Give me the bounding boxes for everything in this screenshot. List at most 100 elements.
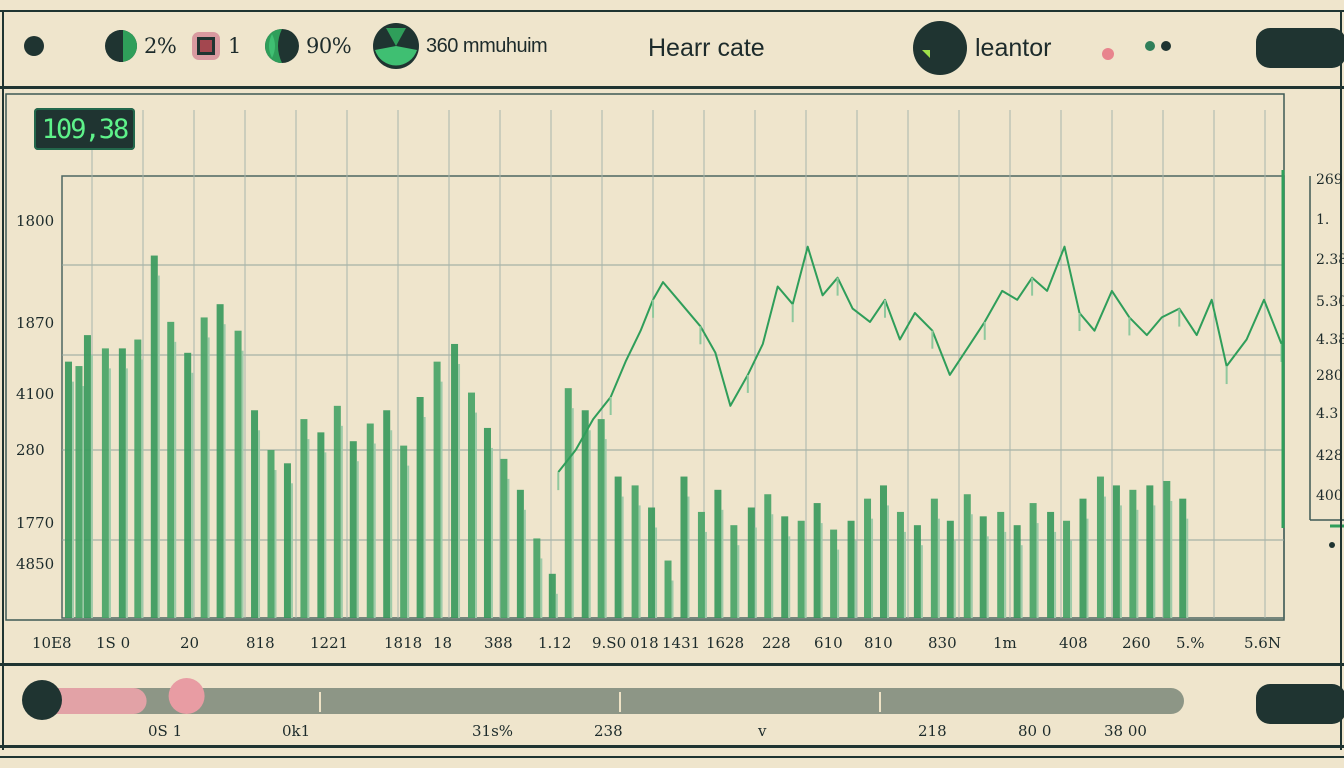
bar-62 bbox=[1079, 498, 1087, 618]
scrubber-track bbox=[44, 688, 1184, 714]
bar-shade-1 bbox=[82, 386, 85, 618]
bar-shade-64 bbox=[1119, 505, 1122, 618]
bar-50 bbox=[879, 485, 887, 618]
bar-shade-13 bbox=[274, 470, 277, 618]
y-tick-right-4: 4.38 bbox=[1316, 332, 1344, 348]
bar-shade-0 bbox=[71, 381, 74, 618]
bar-shade-39 bbox=[704, 531, 707, 618]
bar-19 bbox=[366, 423, 374, 618]
bar-shade-4 bbox=[125, 368, 128, 618]
bar-shade-53 bbox=[937, 518, 940, 618]
bar-21 bbox=[400, 445, 408, 618]
bar-4 bbox=[118, 348, 126, 618]
bar-43 bbox=[764, 494, 772, 618]
y-tick-left-2: 4100 bbox=[16, 385, 55, 403]
x-tick-9: 9.S0 bbox=[592, 634, 627, 652]
monitor-knob-icon[interactable] bbox=[912, 20, 970, 76]
bar-7 bbox=[167, 321, 175, 618]
record-dot-icon bbox=[24, 36, 44, 56]
bar-shade-67 bbox=[1170, 500, 1173, 618]
x-tick-11: 1431 bbox=[662, 634, 701, 652]
heart-rate-line bbox=[557, 245, 1283, 473]
bar-shade-18 bbox=[356, 461, 359, 618]
header-divider bbox=[0, 86, 1344, 89]
status-dot[interactable] bbox=[22, 26, 46, 66]
bar-49 bbox=[864, 498, 872, 618]
bar-shade-23 bbox=[440, 381, 443, 618]
scrubber-label-2: 31s% bbox=[472, 722, 514, 740]
bar-shade-42 bbox=[754, 527, 757, 618]
bar-33 bbox=[597, 419, 605, 618]
y-tick-right-5: 280 bbox=[1316, 368, 1343, 384]
bar-28 bbox=[516, 489, 524, 618]
bar-6 bbox=[150, 255, 158, 618]
bar-shade-66 bbox=[1153, 505, 1156, 618]
x-tick-6: 18 bbox=[433, 634, 453, 652]
menu-button[interactable] bbox=[1256, 28, 1344, 68]
x-tick-13: 228 bbox=[762, 634, 791, 652]
bar-shade-60 bbox=[1054, 531, 1057, 618]
x-tick-7: 388 bbox=[484, 634, 513, 652]
bar-shade-7 bbox=[174, 341, 177, 618]
bar-65 bbox=[1129, 489, 1137, 618]
x-tick-21: 5.6N bbox=[1244, 634, 1281, 652]
bar-shade-58 bbox=[1020, 545, 1023, 618]
indicator-3[interactable]: 90% bbox=[264, 26, 352, 66]
scrubber-handle[interactable] bbox=[168, 678, 205, 714]
bar-shade-41 bbox=[737, 545, 740, 618]
bar-shade-36 bbox=[655, 527, 658, 618]
bar-shade-34 bbox=[621, 496, 624, 618]
bar-shade-8 bbox=[191, 372, 194, 618]
bar-57 bbox=[997, 511, 1005, 618]
bar-13 bbox=[267, 450, 275, 618]
bar-30 bbox=[548, 573, 556, 618]
bar-shade-12 bbox=[258, 430, 261, 618]
left-frame-line bbox=[2, 10, 4, 750]
scrubber-label-5: 218 bbox=[918, 722, 947, 740]
bar-15 bbox=[300, 419, 308, 618]
x-tick-16: 830 bbox=[928, 634, 957, 652]
x-tick-20: 5.% bbox=[1176, 634, 1205, 652]
x-tick-14: 610 bbox=[814, 634, 843, 652]
bar-61 bbox=[1063, 520, 1071, 618]
bottom-frame-line bbox=[0, 745, 1344, 748]
indicator-4-label: 360 mmuhuim bbox=[426, 34, 548, 57]
bar-shade-35 bbox=[638, 505, 641, 618]
bar-shade-6 bbox=[157, 275, 160, 618]
x-tick-8: 1.12 bbox=[538, 634, 572, 652]
bar-32 bbox=[581, 410, 589, 618]
x-tick-19: 260 bbox=[1122, 634, 1151, 652]
top-toolbar: 2% 1 90% 360 mmuhuim Hearr cate leantor bbox=[0, 0, 1344, 92]
chart-title: Hearr cate bbox=[648, 34, 765, 62]
scrubber-label-3: 238 bbox=[594, 722, 623, 740]
bar-67 bbox=[1163, 480, 1171, 618]
bar-58 bbox=[1013, 525, 1021, 618]
bar-66 bbox=[1146, 485, 1154, 618]
bar-34 bbox=[614, 476, 622, 618]
bar-shade-32 bbox=[588, 430, 591, 618]
settings-button[interactable] bbox=[1256, 684, 1344, 724]
bar-shade-28 bbox=[523, 509, 526, 618]
bar-0 bbox=[64, 361, 72, 618]
indicator-4[interactable]: 360 mmuhuim bbox=[372, 23, 548, 69]
bar-shade-11 bbox=[241, 350, 244, 618]
bar-42 bbox=[747, 507, 755, 618]
y-tick-left-1: 1870 bbox=[16, 314, 55, 332]
bar-59 bbox=[1029, 503, 1037, 618]
scrubber-label-7: 38 00 bbox=[1104, 722, 1147, 740]
bar-shade-37 bbox=[671, 580, 674, 618]
y-tick-left-5: 4850 bbox=[16, 555, 55, 573]
bar-shade-55 bbox=[970, 514, 973, 618]
bar-shade-3 bbox=[108, 368, 111, 618]
bar-18 bbox=[349, 441, 357, 618]
bar-shade-21 bbox=[407, 465, 410, 618]
bar-37 bbox=[664, 560, 672, 618]
bar-60 bbox=[1047, 511, 1055, 618]
bar-shade-24 bbox=[458, 363, 461, 618]
indicator-2[interactable]: 1 bbox=[190, 26, 241, 66]
y-tick-right-1: 1. bbox=[1316, 212, 1330, 228]
indicator-1[interactable]: 2% bbox=[104, 26, 177, 66]
scrubber-label-0: 0S 1 bbox=[148, 722, 183, 740]
bar-26 bbox=[483, 427, 491, 618]
bar-17 bbox=[333, 405, 341, 618]
